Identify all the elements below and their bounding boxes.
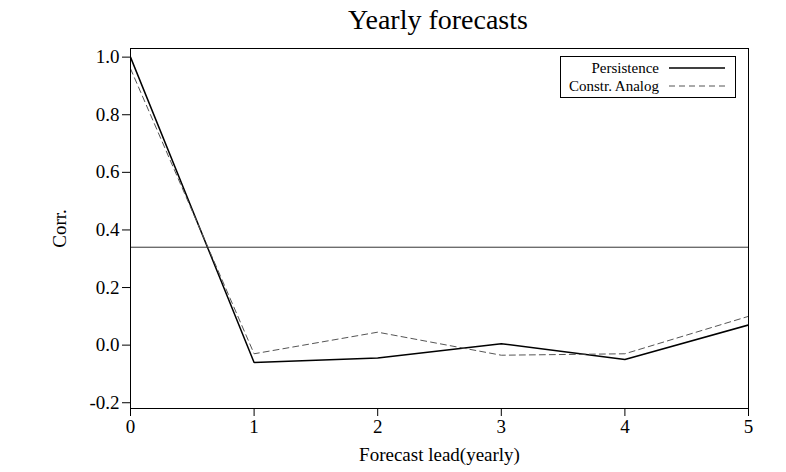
svg-text:0: 0	[126, 416, 136, 437]
svg-text:-0.2: -0.2	[89, 392, 119, 413]
svg-text:Forecast lead(yearly): Forecast lead(yearly)	[359, 444, 520, 466]
svg-text:1: 1	[249, 416, 259, 437]
svg-text:3: 3	[497, 416, 507, 437]
svg-text:0.0: 0.0	[96, 334, 120, 355]
html-text:Persistence: Persistence	[591, 59, 659, 76]
svg-text:4: 4	[620, 416, 630, 437]
svg-text:0.2: 0.2	[96, 277, 120, 298]
svg-text:0.8: 0.8	[96, 104, 120, 125]
svg-text:0.4: 0.4	[96, 219, 120, 240]
svg-text:5: 5	[744, 416, 754, 437]
svg-text:1.0: 1.0	[96, 46, 120, 67]
svg-text:2: 2	[373, 416, 383, 437]
html-text:Yearly forecasts: Yearly forecasts	[348, 4, 528, 35]
svg-text:Corr.: Corr.	[49, 209, 70, 248]
svg-text:0.6: 0.6	[96, 161, 120, 182]
html-text:Constr. Analog: Constr. Analog	[569, 77, 659, 94]
